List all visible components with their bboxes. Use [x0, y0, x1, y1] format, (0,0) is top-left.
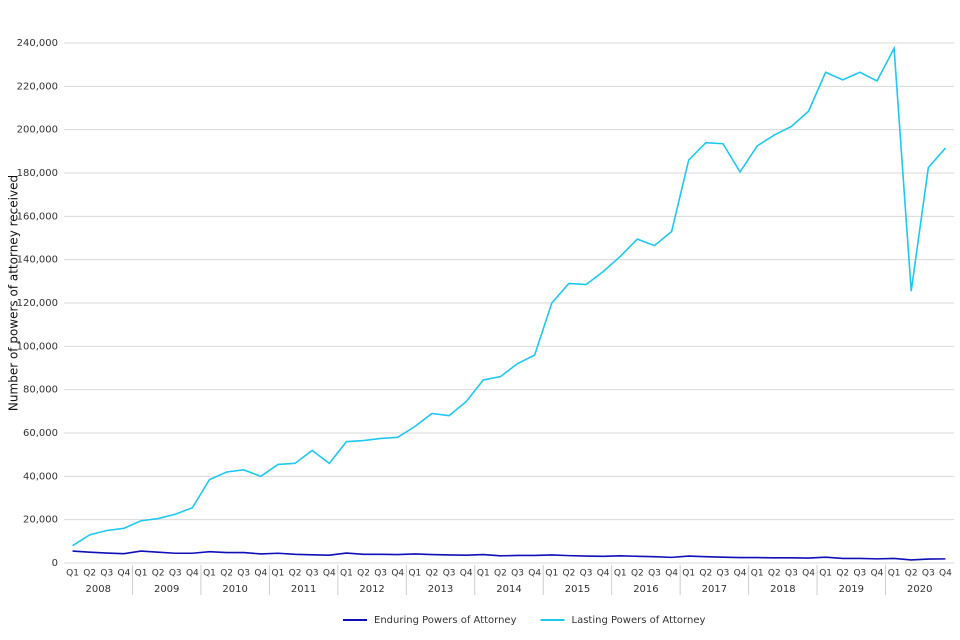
x-tick-label: Q4 — [460, 569, 473, 579]
x-tick-label: Q3 — [717, 569, 730, 579]
x-tick-label: Q2 — [768, 569, 781, 579]
x-tick-label: Q4 — [117, 569, 130, 579]
x-tick-label: Q4 — [597, 569, 610, 579]
y-tick-label: 40,000 — [23, 471, 58, 482]
year-label: 2011 — [291, 584, 316, 595]
x-tick-label: Q2 — [220, 569, 233, 579]
year-label: 2014 — [496, 584, 521, 595]
x-tick-label: Q1 — [682, 569, 695, 579]
x-tick-label: Q3 — [785, 569, 798, 579]
y-tick-label: 20,000 — [23, 515, 58, 526]
y-tick-label: 160,000 — [17, 211, 58, 222]
y-axis-label: Number of powers of attorney received — [7, 175, 21, 411]
x-tick-label: Q1 — [408, 569, 421, 579]
x-tick-label: Q2 — [83, 569, 96, 579]
year-label: 2016 — [633, 584, 658, 595]
year-label: 2020 — [907, 584, 932, 595]
x-tick-label: Q4 — [528, 569, 541, 579]
x-tick-label: Q2 — [494, 569, 507, 579]
year-label: 2018 — [770, 584, 795, 595]
x-tick-label: Q4 — [734, 569, 747, 579]
y-tick-label: 120,000 — [17, 298, 58, 309]
y-tick-label: 220,000 — [17, 81, 58, 92]
x-tick-label: Q3 — [169, 569, 182, 579]
series-line — [72, 45, 947, 547]
x-tick-label: Q3 — [922, 569, 935, 579]
x-tick-label: Q2 — [631, 569, 644, 579]
x-tick-label: Q1 — [751, 569, 764, 579]
y-tick-label: 0 — [52, 558, 58, 569]
x-tick-label: Q1 — [66, 569, 79, 579]
x-tick-label: Q4 — [802, 569, 815, 579]
x-tick-label: Q3 — [580, 569, 593, 579]
x-tick-label: Q4 — [254, 569, 267, 579]
x-tick-label: Q1 — [614, 569, 627, 579]
x-tick-label: Q1 — [819, 569, 832, 579]
year-label: 2012 — [359, 584, 384, 595]
x-tick-label: Q3 — [853, 569, 866, 579]
year-label: 2009 — [154, 584, 179, 595]
x-tick-label: Q1 — [340, 569, 353, 579]
x-tick-label: Q2 — [905, 569, 918, 579]
x-tick-label: Q2 — [426, 569, 439, 579]
year-label: 2010 — [222, 584, 247, 595]
year-label: 2019 — [839, 584, 864, 595]
y-tick-label: 140,000 — [17, 255, 58, 266]
x-tick-label: Q4 — [186, 569, 199, 579]
legend-label: Lasting Powers of Attorney — [572, 615, 706, 626]
x-tick-label: Q4 — [665, 569, 678, 579]
x-tick-label: Q2 — [699, 569, 712, 579]
x-tick-label: Q3 — [237, 569, 250, 579]
x-tick-label: Q1 — [545, 569, 558, 579]
year-label: 2013 — [428, 584, 453, 595]
x-tick-label: Q1 — [477, 569, 490, 579]
y-tick-label: 180,000 — [17, 168, 58, 179]
x-tick-label: Q2 — [289, 569, 302, 579]
year-label: 2008 — [86, 584, 111, 595]
y-tick-label: 240,000 — [17, 38, 58, 49]
x-tick-label: Q2 — [152, 569, 165, 579]
x-tick-label: Q3 — [306, 569, 319, 579]
x-tick-label: Q3 — [443, 569, 456, 579]
y-tick-label: 200,000 — [17, 125, 58, 136]
year-label: 2015 — [565, 584, 590, 595]
y-tick-label: 80,000 — [23, 385, 58, 396]
x-tick-label: Q3 — [374, 569, 387, 579]
x-tick-label: Q1 — [888, 569, 901, 579]
x-tick-label: Q1 — [272, 569, 285, 579]
y-tick-label: 100,000 — [17, 341, 58, 352]
x-tick-label: Q3 — [100, 569, 113, 579]
x-tick-label: Q4 — [323, 569, 336, 579]
x-tick-label: Q4 — [939, 569, 952, 579]
x-tick-label: Q4 — [391, 569, 404, 579]
y-tick-label: 60,000 — [23, 428, 58, 439]
x-tick-label: Q2 — [562, 569, 575, 579]
x-tick-label: Q2 — [357, 569, 370, 579]
x-tick-label: Q2 — [836, 569, 849, 579]
series-line — [72, 550, 946, 561]
x-tick-label: Q1 — [203, 569, 216, 579]
x-tick-label: Q3 — [648, 569, 661, 579]
year-label: 2017 — [702, 584, 727, 595]
legend-label: Enduring Powers of Attorney — [374, 615, 517, 626]
x-tick-label: Q1 — [135, 569, 148, 579]
x-tick-label: Q3 — [511, 569, 524, 579]
x-tick-label: Q4 — [871, 569, 884, 579]
